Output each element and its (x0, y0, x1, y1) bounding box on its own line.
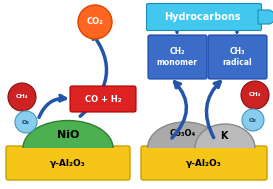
Text: K: K (220, 131, 228, 141)
Text: γ-Al₂O₃: γ-Al₂O₃ (186, 159, 222, 167)
FancyBboxPatch shape (6, 146, 130, 180)
Circle shape (15, 111, 37, 133)
FancyBboxPatch shape (141, 146, 267, 180)
Ellipse shape (195, 124, 255, 172)
Text: γ-Al₂O₃: γ-Al₂O₃ (186, 159, 222, 167)
Circle shape (242, 109, 264, 131)
FancyBboxPatch shape (208, 35, 267, 79)
Text: CO + H₂: CO + H₂ (85, 94, 121, 104)
FancyBboxPatch shape (148, 35, 207, 79)
FancyBboxPatch shape (70, 86, 136, 112)
Text: CH₂
monomer: CH₂ monomer (156, 47, 197, 67)
Text: γ-Al₂O₃: γ-Al₂O₃ (50, 159, 86, 167)
Circle shape (8, 83, 36, 111)
Text: NiO: NiO (57, 130, 79, 140)
Ellipse shape (23, 121, 113, 176)
FancyBboxPatch shape (145, 148, 263, 178)
Circle shape (78, 5, 112, 39)
FancyBboxPatch shape (10, 148, 126, 178)
FancyArrow shape (258, 10, 273, 24)
Text: Co₃O₄: Co₃O₄ (170, 129, 196, 139)
Text: CH₄: CH₄ (249, 92, 261, 98)
Text: CH₄: CH₄ (16, 94, 28, 99)
Text: O₂: O₂ (22, 119, 30, 125)
FancyBboxPatch shape (147, 4, 262, 30)
Text: CO₂: CO₂ (87, 18, 103, 26)
Text: Hydrocarbons: Hydrocarbons (164, 12, 240, 22)
Text: γ-Al₂O₃: γ-Al₂O₃ (50, 159, 86, 167)
Circle shape (241, 81, 269, 109)
Text: CH₃
radical: CH₃ radical (222, 47, 252, 67)
Text: O₂: O₂ (249, 118, 257, 122)
Ellipse shape (147, 122, 222, 174)
